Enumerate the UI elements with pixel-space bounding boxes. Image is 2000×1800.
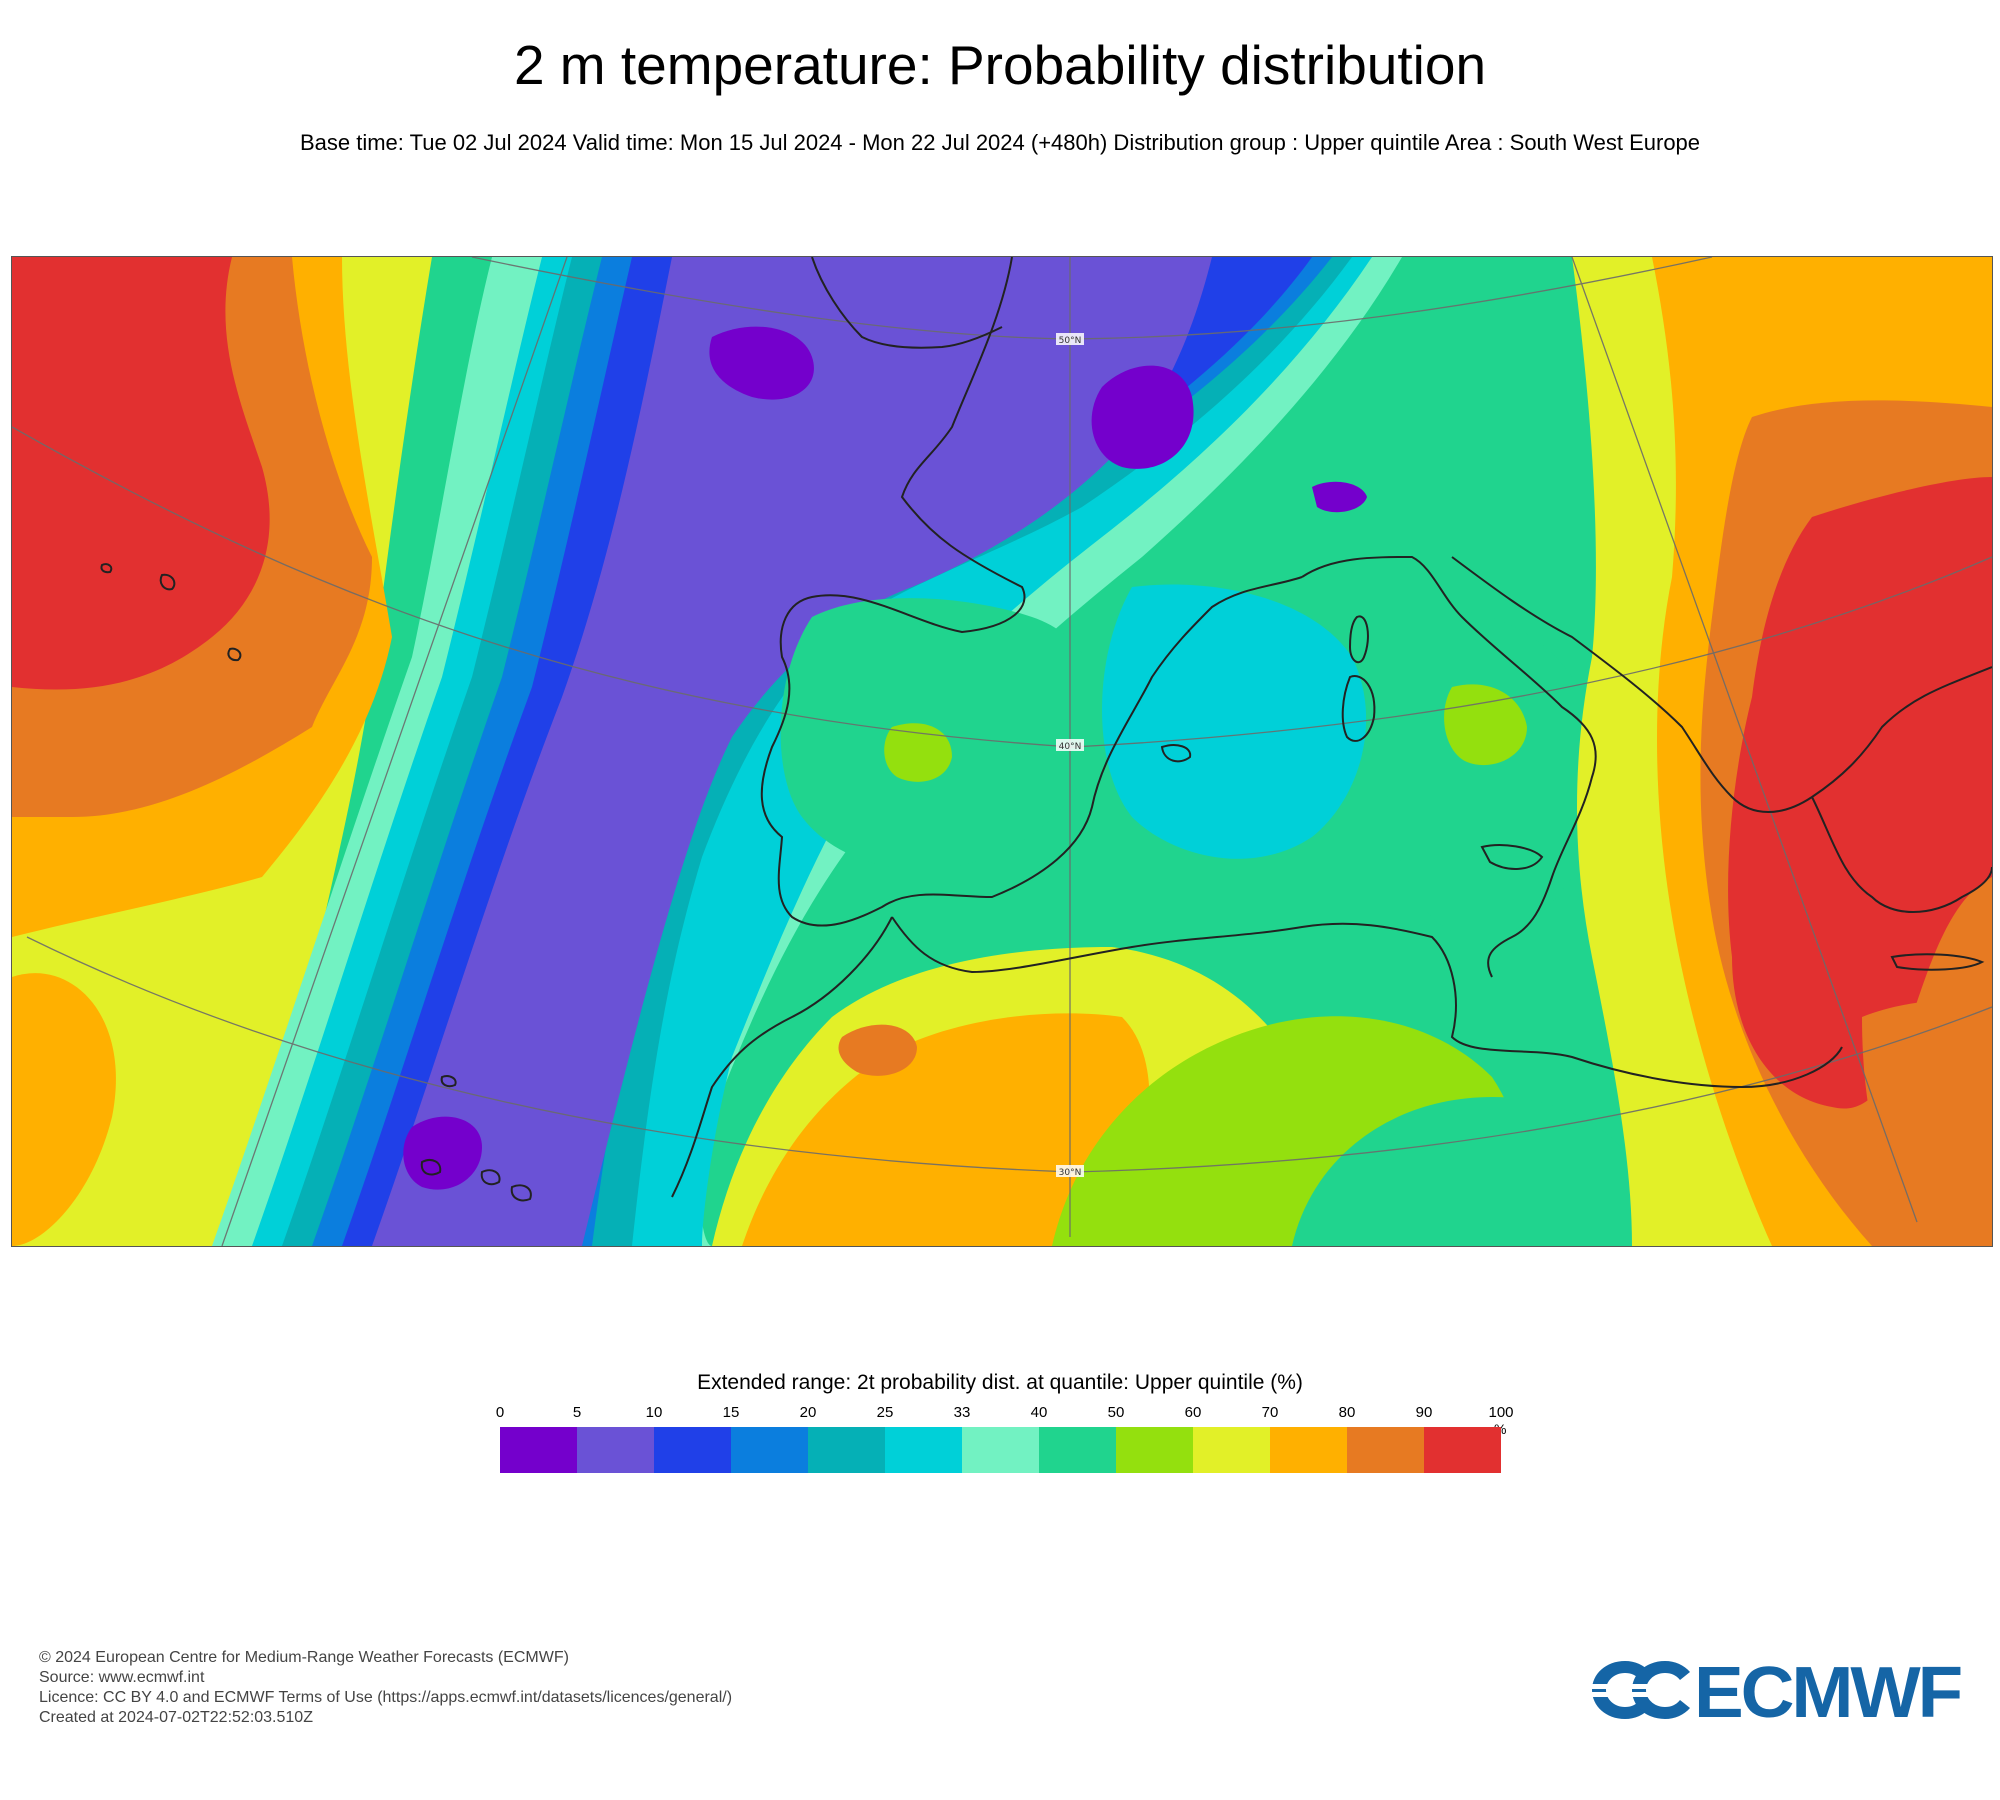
- coast-azores-2: [159, 573, 176, 591]
- legend-tick-label: 25: [876, 1404, 894, 1421]
- legend-tick-label: 100: [1488, 1404, 1514, 1421]
- footer-created: Created at 2024-07-02T22:52:03.510Z: [39, 1709, 313, 1726]
- coast-balkans: [1451, 556, 1992, 813]
- grid-label-30n: 30°N: [1059, 1168, 1082, 1178]
- coast-morocco-atlantic: [671, 916, 893, 1198]
- legend-swatch-9: [1193, 1427, 1270, 1473]
- coast-france-iberia: [760, 257, 1303, 927]
- coast-madeira: [440, 1075, 457, 1088]
- coast-aegean: [1811, 796, 1992, 913]
- coast-uk: [811, 257, 1003, 349]
- field-africa-dorange: [838, 1024, 917, 1076]
- legend-tick-label: 90: [1415, 1404, 1433, 1421]
- footer-source: Source: www.ecmwf.int: [39, 1669, 205, 1686]
- legend-ticks: 0 5 10 15 20 25 33 40 50 60 70 80 90 100: [496, 1404, 1514, 1424]
- coast-italy: [1301, 555, 1597, 978]
- legend-color-bar: [500, 1427, 1501, 1473]
- legend-swatch-12: [1424, 1427, 1501, 1473]
- field-atlantic-orange-low: [12, 973, 116, 1246]
- legend-tick-label: 50: [1107, 1404, 1125, 1421]
- legend-swatch-1: [577, 1427, 654, 1473]
- meridian-e1: [1571, 257, 1918, 1223]
- legend-swatch-2: [654, 1427, 731, 1473]
- legend-title: Extended range: 2t probability dist. at …: [697, 1371, 1303, 1394]
- legend-swatch-3: [731, 1427, 808, 1473]
- legend-swatch-4: [808, 1427, 885, 1473]
- legend-tick-label: 70: [1261, 1404, 1279, 1421]
- field-east-red: [1728, 477, 1992, 1109]
- grid-label-40n: 40°N: [1059, 742, 1082, 752]
- coastlines: [100, 257, 1992, 1202]
- probability-map: 50°N 40°N 30°N: [11, 256, 1993, 1247]
- footer-copyright: © 2024 European Centre for Medium-Range …: [39, 1649, 569, 1666]
- legend-tick-label: 10: [645, 1404, 663, 1421]
- legend-swatch-8: [1116, 1427, 1193, 1473]
- field-wmed-cyan: [1102, 584, 1367, 859]
- legend-tick-label: 40: [1030, 1404, 1048, 1421]
- coast-balearics: [1160, 744, 1192, 763]
- chart-title: 2 m temperature: Probability distributio…: [513, 34, 1487, 96]
- legend-swatch-5: [885, 1427, 962, 1473]
- coast-sardinia: [1341, 675, 1376, 742]
- legend-tick-label: 5: [572, 1404, 582, 1421]
- field-cold-violet: [372, 257, 1212, 1246]
- legend-swatch-10: [1270, 1427, 1347, 1473]
- field-italy-lime: [1444, 684, 1527, 766]
- grid-label-bg-40: [1056, 739, 1084, 751]
- ecmwf-logo-text: ECMWF: [1694, 1655, 1961, 1725]
- field-cold-purple-1: [709, 326, 814, 400]
- field-africa-orange: [742, 1013, 1150, 1246]
- parallel-40n: [12, 426, 1992, 748]
- legend-tick-label: 80: [1338, 1404, 1356, 1421]
- legend-tick-label: 60: [1184, 1404, 1202, 1421]
- coast-crete: [1890, 953, 1985, 971]
- coast-north-africa: [891, 916, 1843, 1089]
- grid-label-50n: 50°N: [1059, 336, 1082, 346]
- footer-credits: © 2024 European Centre for Medium-Range …: [39, 1648, 732, 1728]
- coast-canaries-2: [480, 1169, 501, 1186]
- coast-azores-1: [100, 563, 113, 574]
- grid-label-bg-30: [1056, 1165, 1084, 1177]
- legend-tick-label: 33: [953, 1404, 971, 1421]
- footer-licence: Licence: CC BY 4.0 and ECMWF Terms of Us…: [39, 1689, 733, 1706]
- field-africa-green: [1292, 1097, 1672, 1246]
- ecmwf-logo-mark: [1592, 1661, 1690, 1719]
- field-cold-purple-4: [1312, 481, 1367, 513]
- legend-swatch-0: [500, 1427, 577, 1473]
- coast-azores-3: [227, 647, 242, 662]
- legend-swatch-11: [1347, 1427, 1424, 1473]
- coast-canaries-3: [510, 1184, 532, 1202]
- coast-canaries-1: [420, 1159, 442, 1176]
- ecmwf-logo: ECMWF: [1590, 1653, 1965, 1733]
- legend-swatch-7: [1039, 1427, 1116, 1473]
- field-iberia-lime: [884, 723, 952, 782]
- grid-label-bg-50: [1056, 333, 1084, 345]
- legend-tick-label: 0: [495, 1404, 505, 1421]
- field-east-orange-2: [1862, 1000, 1992, 1246]
- meridian-w1: [221, 257, 568, 1246]
- legend-tick-label: 20: [799, 1404, 817, 1421]
- chart-subtitle: Base time: Tue 02 Jul 2024 Valid time: M…: [299, 130, 1701, 155]
- legend-tick-label: 15: [722, 1404, 740, 1421]
- field-atlantic-red: [12, 257, 270, 690]
- grid-labels: 50°N 40°N 30°N: [1056, 333, 1084, 1178]
- coast-sicily: [1480, 844, 1544, 870]
- legend-swatch-6: [962, 1427, 1039, 1473]
- coast-corsica: [1348, 615, 1369, 664]
- field-cold-purple-2: [1091, 365, 1194, 469]
